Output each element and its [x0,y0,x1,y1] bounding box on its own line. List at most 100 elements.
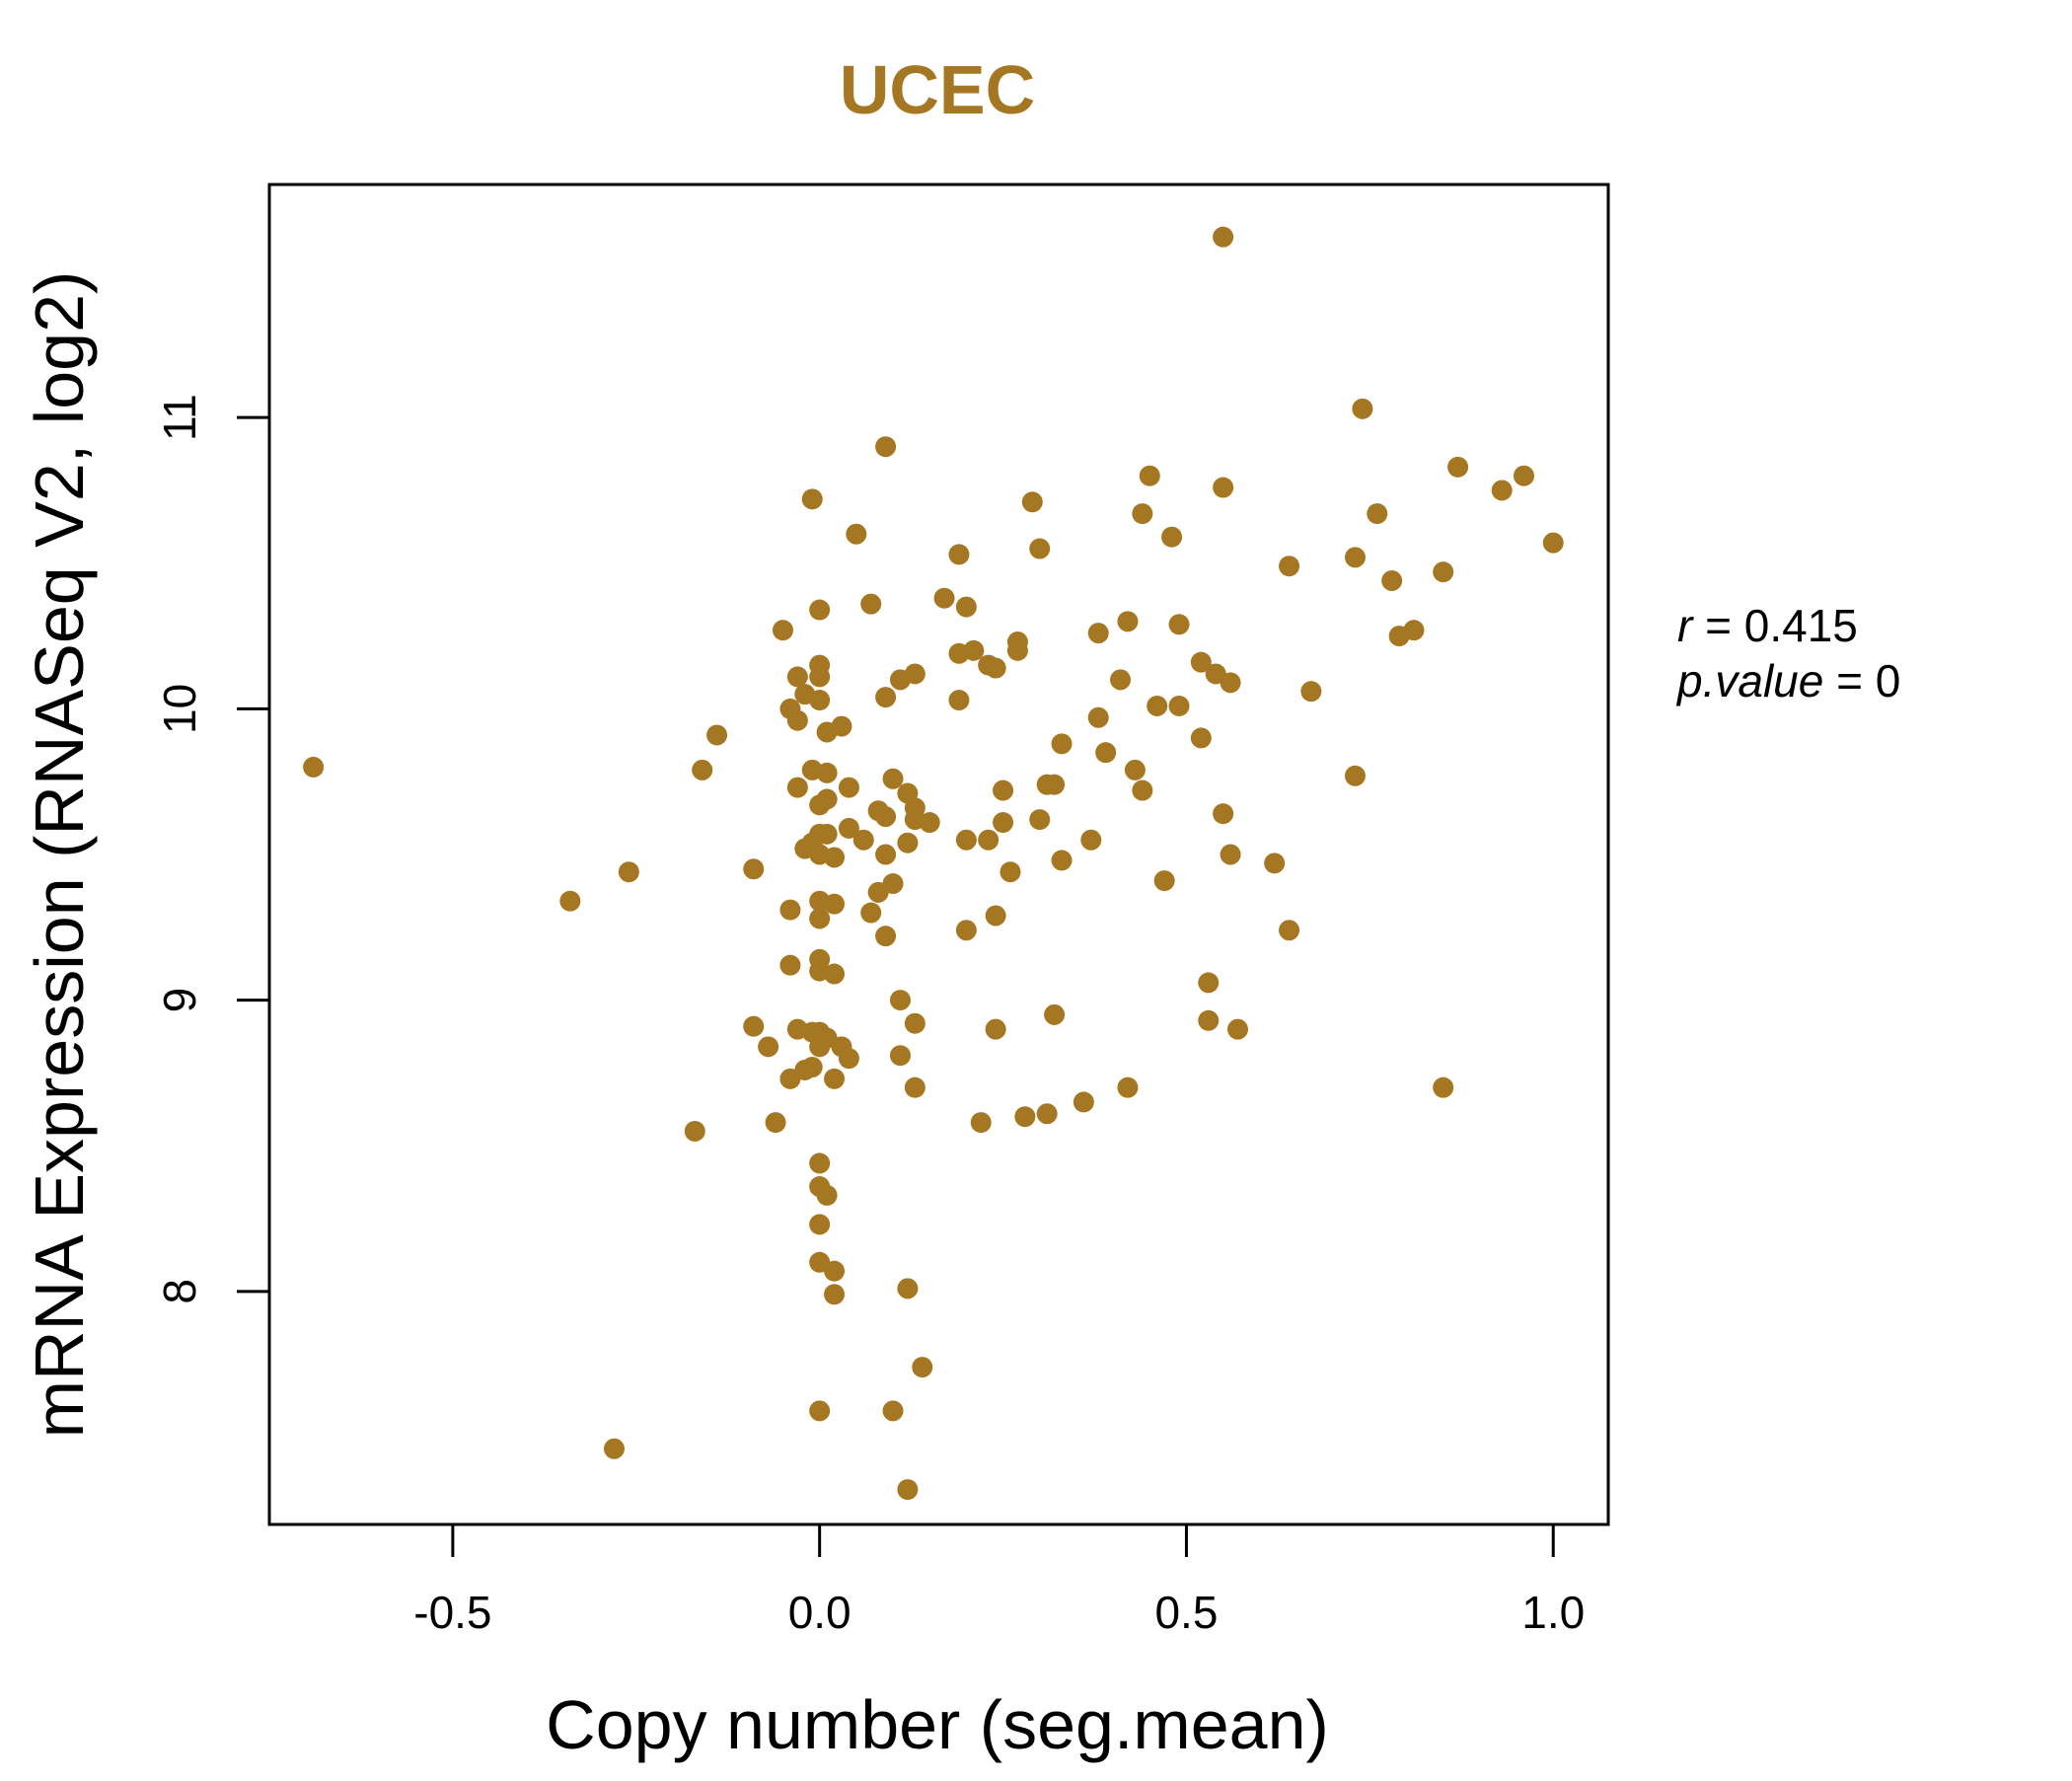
data-point [897,1479,919,1501]
data-point [1279,920,1300,941]
data-point [955,920,977,941]
data-point [1352,398,1373,419]
data-point [801,1057,823,1078]
data-point [684,1120,705,1142]
data-point [955,829,977,851]
y-axis: 8 9 10 11 [154,394,269,1304]
data-point [1279,556,1300,577]
data-point [948,690,970,711]
data-point [1220,672,1241,694]
data-point [618,861,639,883]
data-point [852,829,874,851]
x-axis-label: Copy number (seg.mean) [546,1686,1329,1763]
data-point [1051,850,1073,871]
data-point [882,768,904,789]
data-point [1227,1018,1249,1040]
data-point [1153,870,1175,892]
data-point [1403,620,1425,641]
data-point [809,908,831,929]
svg-text:p.value = 0: p.value = 0 [1675,655,1900,706]
data-point [1073,1091,1094,1113]
data-point [809,1400,831,1422]
data-point [303,756,325,778]
data-point [1433,1076,1454,1098]
data-points [303,226,1564,1501]
data-point [897,1278,919,1299]
r-label: r [1677,600,1694,651]
data-point [779,899,801,921]
data-point [824,847,846,868]
data-point [875,436,897,458]
data-point [603,1438,625,1459]
data-point [889,1045,911,1067]
data-point [1080,829,1102,851]
data-point [1044,774,1066,795]
data-point [824,1284,846,1305]
y-tick-label: 9 [154,988,205,1013]
data-point [809,654,831,676]
chart-title: UCEC [840,51,1035,128]
data-point [772,620,793,641]
data-point [1117,1076,1139,1098]
data-point [904,797,925,819]
data-point [831,715,852,737]
data-point [904,1076,925,1098]
data-point [809,599,831,621]
data-point [1168,614,1190,635]
data-point [838,817,859,839]
data-point [985,1018,1006,1040]
data-point [889,990,911,1011]
data-point [1132,779,1153,801]
data-point [860,593,882,615]
x-tick-label: 0.0 [788,1587,851,1638]
data-point [1124,759,1146,780]
data-point [1542,532,1564,554]
data-point [904,663,925,685]
data-point [875,844,897,865]
data-point [875,687,897,708]
data-point [824,1260,846,1282]
data-point [1447,456,1469,478]
data-point [816,788,838,810]
data-point [786,709,808,731]
y-tick-label: 8 [154,1279,205,1304]
data-point [1021,491,1043,513]
data-point [1213,226,1234,248]
data-point [1036,1103,1058,1125]
data-point [1344,547,1366,568]
svg-text:r = 0.415: r = 0.415 [1677,600,1858,651]
data-point [993,779,1014,801]
data-point [824,963,846,985]
data-point [1139,465,1160,486]
data-point [809,1214,831,1235]
data-point [963,639,985,661]
data-point [846,523,867,545]
data-point [1220,844,1241,865]
data-point [816,823,838,845]
data-point [1300,681,1322,703]
data-point [999,861,1021,883]
data-point [706,724,728,746]
data-point [948,544,970,565]
x-tick-label: 1.0 [1521,1587,1585,1638]
data-point [1110,669,1132,691]
data-point [824,893,846,915]
data-point [743,1015,765,1037]
data-point [1433,561,1454,583]
data-point [809,1152,831,1174]
p-value: 0 [1876,655,1901,706]
data-point [1381,569,1403,591]
data-point [838,777,859,798]
data-point [1344,765,1366,786]
data-point [875,806,897,828]
data-point [1006,639,1028,661]
data-point [1264,853,1286,874]
data-point [897,832,919,853]
data-point [801,488,823,510]
data-point [816,762,838,783]
data-point [809,690,831,711]
data-point [1051,733,1073,755]
data-point [758,1036,779,1058]
y-tick-label: 10 [154,684,205,734]
